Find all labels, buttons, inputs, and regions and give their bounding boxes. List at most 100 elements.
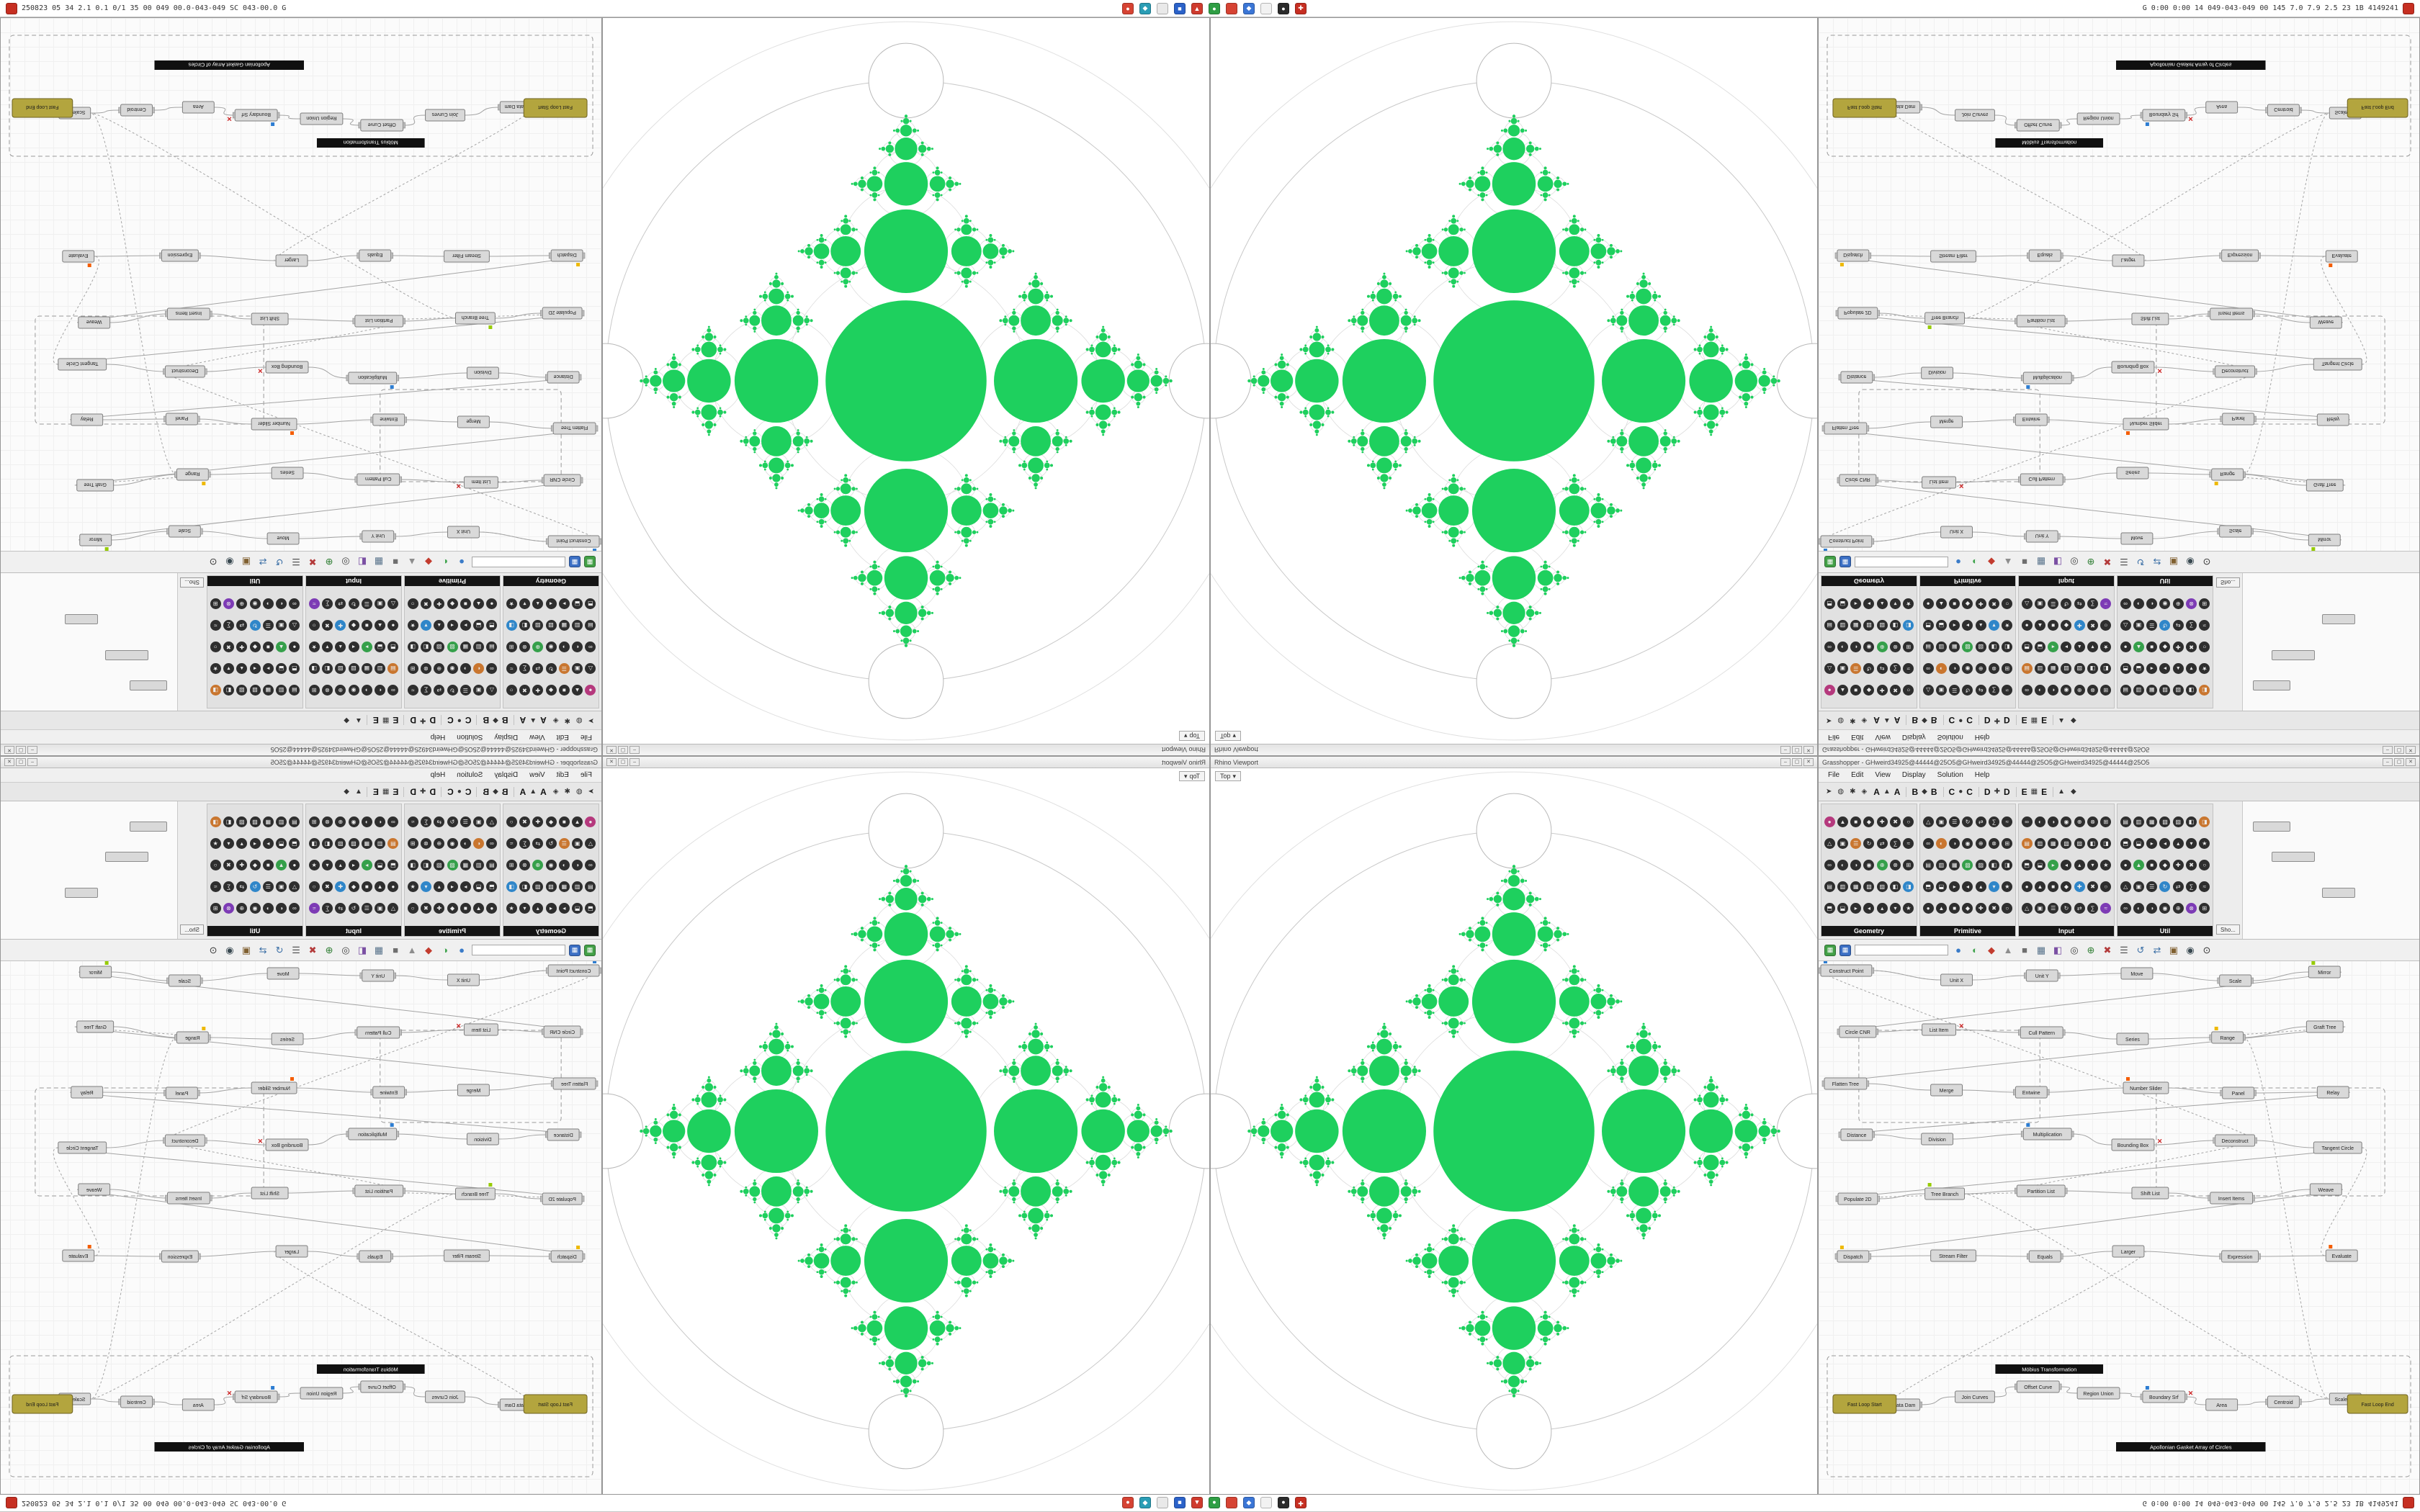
component-icon[interactable]: ∑: [1890, 838, 1901, 849]
sphere-blue-icon[interactable]: ●: [459, 945, 465, 955]
component-icon[interactable]: ⇄: [1975, 816, 1986, 827]
search-input[interactable]: [1855, 557, 1948, 567]
component-icon[interactable]: ⊗: [321, 816, 333, 827]
component-icon[interactable]: ☰: [1850, 663, 1862, 674]
gh-node[interactable]: Boundary Srf: [2140, 109, 2188, 122]
close-button[interactable]: ✕: [2406, 758, 2416, 766]
gh-node[interactable]: Construct Point: [1819, 535, 1875, 548]
component-icon[interactable]: ∞: [486, 663, 498, 674]
component-icon[interactable]: ⊗: [1989, 663, 2000, 674]
component-icon[interactable]: ≈: [407, 685, 418, 696]
gh-node[interactable]: Circle CNR: [1837, 474, 1879, 487]
component-icon[interactable]: ∑: [1989, 816, 2000, 827]
component-icon[interactable]: ◨: [506, 881, 517, 892]
component-icon[interactable]: ▲: [2133, 642, 2144, 652]
gh-node[interactable]: Shift List: [2131, 1187, 2169, 1200]
slice-icon[interactable]: ◧: [357, 557, 367, 568]
component-icon[interactable]: ▥: [473, 642, 485, 652]
viewport-titlebar[interactable]: Rhino Viewport – ▢ ✕: [603, 744, 1209, 755]
gh-canvas[interactable]: Construct Point Unit X Unit Y Move Scale Mirr…: [1, 18, 601, 551]
cube-icon[interactable]: ■: [2022, 557, 2027, 567]
component-icon[interactable]: ◨: [210, 685, 221, 696]
component-icon[interactable]: ▸: [1850, 598, 1862, 609]
gh-node[interactable]: List Item: [463, 1023, 498, 1036]
component-icon[interactable]: ↻: [249, 620, 261, 631]
viewport-titlebar[interactable]: Rhino Viewport – ▢ ✕: [1211, 757, 1817, 768]
component-icon[interactable]: ◆: [1962, 598, 1973, 609]
component-icon[interactable]: ◉: [2061, 816, 2072, 827]
component-icon[interactable]: ▤: [387, 838, 399, 849]
gh-node[interactable]: Deconstruct: [163, 365, 207, 378]
gh-node[interactable]: Division: [466, 366, 499, 379]
grasshopper-titlebar[interactable]: Grasshopper - GHweird34925@44444@25O5@GH…: [1819, 744, 2419, 755]
gh-node[interactable]: Region Union: [300, 1387, 344, 1400]
gh-node[interactable]: Tree Branch: [454, 1187, 496, 1200]
component-icon[interactable]: ⬒: [585, 903, 596, 914]
tab-strip-icon-1[interactable]: ◍: [1837, 788, 1845, 796]
component-icon[interactable]: ▲: [375, 881, 386, 892]
component-icon[interactable]: ✚: [236, 860, 248, 870]
component-icon[interactable]: ⬓: [276, 838, 287, 849]
gh-node[interactable]: Centroid: [2265, 104, 2302, 117]
component-icon[interactable]: ◐: [2034, 685, 2045, 696]
component-icon[interactable]: ⊕: [2074, 816, 2085, 827]
grasshopper-titlebar[interactable]: Grasshopper - GHweird34925@44444@25O5@GH…: [1, 744, 601, 755]
tab-strip-extra-icon-1[interactable]: ◆: [2071, 716, 2076, 724]
component-icon[interactable]: ⊕: [2172, 903, 2184, 914]
component-icon[interactable]: ⬒: [585, 598, 596, 609]
component-icon[interactable]: ◧: [420, 860, 431, 870]
tab-strip-icon-0[interactable]: ➤: [1826, 788, 1832, 796]
gh-node[interactable]: List Item: [1922, 1023, 1957, 1036]
param-chip[interactable]: [488, 325, 493, 329]
component-icon[interactable]: ▨: [532, 881, 544, 892]
viewport-canvas[interactable]: Top ▾: [603, 18, 1209, 744]
menu-item-edit[interactable]: Edit: [1851, 733, 1864, 741]
component-icon[interactable]: ≈: [407, 816, 418, 827]
gh-node[interactable]: Graft Tree: [76, 479, 115, 492]
component-icon[interactable]: ⊕: [335, 816, 346, 827]
component-icon[interactable]: ◐: [1837, 860, 1848, 870]
loop-end-node[interactable]: Fast Loop End: [2347, 1394, 2408, 1414]
swap-icon[interactable]: ⇄: [259, 944, 267, 955]
component-icon[interactable]: ✚: [1975, 903, 1986, 914]
component-icon[interactable]: ◆: [2159, 642, 2171, 652]
component-icon[interactable]: ◆: [1863, 816, 1875, 827]
component-icon[interactable]: ≈: [210, 620, 221, 631]
component-icon[interactable]: ▣: [375, 598, 386, 609]
close-button[interactable]: ✕: [4, 746, 14, 754]
component-icon[interactable]: ◆: [545, 816, 557, 827]
cancel-icon[interactable]: ✖: [2103, 557, 2112, 568]
param-chip[interactable]: [202, 1027, 206, 1030]
component-icon[interactable]: ▤: [585, 620, 596, 631]
component-icon[interactable]: ↻: [2159, 881, 2171, 892]
component-icon[interactable]: ✖: [223, 642, 234, 652]
component-icon[interactable]: △: [1922, 685, 1934, 696]
gh-node[interactable]: Evaluate: [62, 250, 95, 263]
component-icon[interactable]: ∑: [2087, 598, 2099, 609]
component-icon[interactable]: ◆: [2061, 881, 2072, 892]
component-icon[interactable]: ●: [2021, 620, 2033, 631]
component-icon[interactable]: ⬓: [1935, 620, 1947, 631]
component-icon[interactable]: ▤: [585, 881, 596, 892]
grid-green-button[interactable]: ▦: [1824, 556, 1836, 568]
component-icon[interactable]: ○: [2002, 598, 2013, 609]
category-tab-b[interactable]: B ◆ B: [1909, 715, 1944, 726]
component-icon[interactable]: ⊞: [210, 598, 221, 609]
component-icon[interactable]: ∞: [2021, 685, 2033, 696]
gh-node[interactable]: Populate 2D: [539, 307, 585, 320]
component-icon[interactable]: ▾: [1890, 598, 1901, 609]
gh-node[interactable]: Partition List: [352, 315, 405, 328]
component-icon[interactable]: ⬒: [2120, 838, 2131, 849]
component-icon[interactable]: ◑: [558, 860, 570, 870]
gh-node[interactable]: Deconstruct: [2213, 365, 2257, 378]
gh-node[interactable]: Weave: [2309, 1183, 2342, 1196]
component-icon[interactable]: ⇄: [1876, 663, 1888, 674]
gh-node[interactable]: Populate 2D: [1835, 307, 1881, 320]
component-icon[interactable]: ▴: [434, 620, 445, 631]
component-icon[interactable]: ▾: [2186, 663, 2197, 674]
menu-item-display[interactable]: Display: [1901, 733, 1926, 741]
tab-strip-icon-2[interactable]: ✱: [564, 716, 570, 724]
component-icon[interactable]: ■: [558, 685, 570, 696]
component-icon[interactable]: ⊗: [2186, 903, 2197, 914]
gh-node[interactable]: Expression: [2219, 249, 2261, 262]
